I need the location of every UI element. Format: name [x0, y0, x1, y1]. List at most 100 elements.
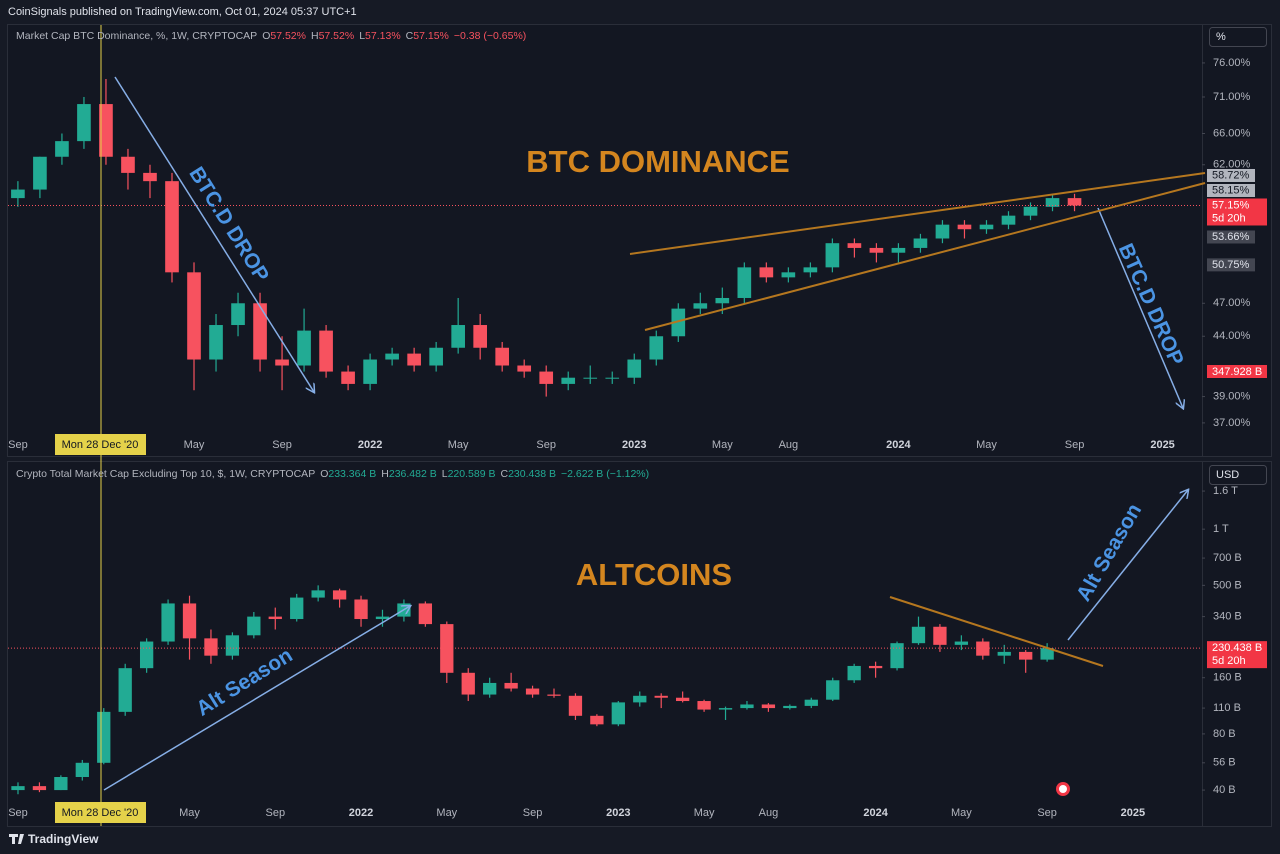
- candle-body: [375, 616, 390, 620]
- candle-body: [539, 371, 554, 384]
- candle-body: [868, 665, 883, 669]
- candle-body: [633, 695, 647, 703]
- candle-body: [847, 243, 862, 248]
- candle-body: [1067, 198, 1082, 206]
- y-tick-label: 110 B: [1213, 702, 1241, 714]
- annotation: BTC DOMINANCE: [526, 144, 790, 179]
- legend-value: 233.364 B: [328, 468, 376, 480]
- candle-body: [118, 668, 132, 712]
- candle-body: [1019, 651, 1033, 660]
- candle-body: [247, 616, 261, 636]
- candle-body: [976, 641, 990, 656]
- y-tick-label: 700 B: [1213, 552, 1242, 564]
- legend-change: −0.38 (−0.65%): [454, 30, 526, 42]
- candle-body: [826, 680, 840, 700]
- last-price-tag: 57.15%: [1212, 199, 1250, 211]
- x-tick-label: May: [694, 807, 715, 819]
- legend-value: 57.15%: [413, 30, 449, 42]
- candle-body: [297, 330, 311, 366]
- candle-body: [253, 303, 267, 360]
- x-tick-label: May: [976, 439, 997, 451]
- candle-body: [890, 643, 904, 669]
- crosshair-label: Mon 28 Dec '20: [62, 807, 139, 819]
- x-tick-label: May: [179, 807, 200, 819]
- candle-body: [231, 303, 245, 326]
- candle-body: [139, 641, 154, 669]
- candle-body: [804, 699, 818, 706]
- candle-body: [311, 590, 325, 598]
- legend-key: O: [262, 30, 270, 42]
- event-icon-inner: [1059, 785, 1067, 793]
- candle-body: [32, 786, 47, 791]
- crosshair-label-bg: [55, 802, 146, 823]
- x-tick-label: 2023: [622, 439, 646, 451]
- logo: [9, 834, 24, 844]
- candle-body: [649, 336, 664, 360]
- candle-body: [461, 672, 475, 695]
- legend-value: 57.52%: [270, 30, 306, 42]
- candle-body: [54, 777, 68, 791]
- candle-body: [187, 272, 201, 360]
- legend: Crypto Total Market Cap Excluding Top 10…: [16, 468, 649, 480]
- unit-button[interactable]: [1209, 465, 1267, 485]
- y-tick-label: 47.00%: [1213, 297, 1251, 309]
- crosshair-label-bg: [55, 434, 146, 455]
- y-tick-label: 71.00%: [1213, 91, 1251, 103]
- candle-body: [290, 597, 304, 620]
- candle-body: [11, 786, 25, 791]
- candle-body: [935, 224, 950, 239]
- x-tick-label: 2025: [1121, 807, 1145, 819]
- y-tick-label: 39.00%: [1213, 390, 1251, 402]
- candle-body: [209, 325, 223, 360]
- x-tick-label: Sep: [523, 807, 543, 819]
- y-tick-label: 500 B: [1213, 579, 1242, 591]
- candle-body: [143, 172, 157, 182]
- candle-body: [99, 104, 113, 157]
- y-tick-label: 340 B: [1213, 611, 1242, 623]
- y-tick-label: 37.00%: [1213, 417, 1251, 429]
- x-tick-label: Sep: [1037, 807, 1057, 819]
- y-tick-label: 62.00%: [1213, 159, 1251, 171]
- candle-body: [341, 371, 355, 384]
- legend-key: H: [311, 30, 319, 42]
- extra-tag-bg: [1207, 365, 1267, 378]
- arrow: [1097, 207, 1183, 408]
- unit-button-label[interactable]: %: [1216, 31, 1226, 43]
- x-tick-label: May: [436, 807, 457, 819]
- candle-body: [891, 247, 906, 253]
- candle-body: [847, 665, 861, 681]
- header: CoinSignals published on TradingView.com…: [8, 6, 357, 18]
- candle-body: [933, 626, 947, 645]
- candle-body: [954, 641, 969, 645]
- candle-body: [869, 247, 884, 253]
- countdown: 5d 20h: [1212, 655, 1246, 667]
- x-tick-label: 2022: [358, 439, 382, 451]
- legend-key: L: [442, 468, 448, 480]
- candle-body: [957, 224, 972, 230]
- candle-body: [161, 603, 175, 642]
- y-tick-label: 76.00%: [1213, 57, 1251, 69]
- candle-body: [697, 701, 711, 710]
- candle-body: [504, 682, 518, 689]
- candle-body: [11, 189, 25, 199]
- x-tick-label: Sep: [272, 439, 292, 451]
- price-tag: 58.15%: [1212, 184, 1250, 196]
- candle-body: [268, 616, 282, 620]
- y-tick-label: 40 B: [1213, 784, 1236, 796]
- unit-button[interactable]: [1209, 27, 1267, 47]
- arrow: [114, 76, 314, 392]
- candle-body: [675, 697, 690, 702]
- candle-body: [332, 590, 347, 600]
- candle-body: [483, 682, 497, 695]
- x-tick-label: 2025: [1150, 439, 1174, 451]
- candle-body: [75, 762, 89, 778]
- candle-body: [1045, 198, 1060, 207]
- unit-button-label[interactable]: USD: [1216, 469, 1239, 481]
- candle-body: [913, 238, 928, 248]
- legend-key: L: [359, 30, 365, 42]
- x-tick-label: May: [951, 807, 972, 819]
- candle-body: [429, 347, 443, 366]
- candle-body: [363, 359, 377, 384]
- legend-value: 230.438 B: [508, 468, 556, 480]
- last-price-tag: 230.438 B: [1212, 642, 1262, 654]
